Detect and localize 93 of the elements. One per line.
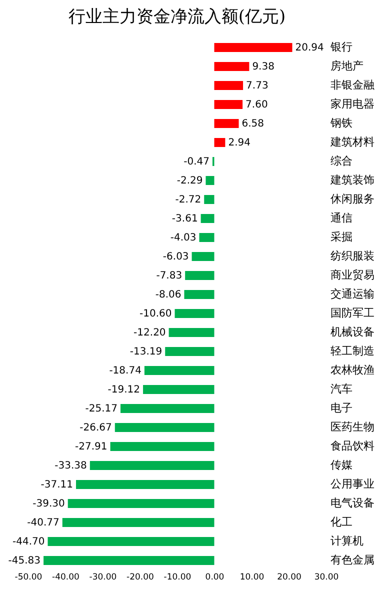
y-tick-label: 采掘 <box>330 230 352 244</box>
y-tick-label: 农林牧渔 <box>330 364 374 376</box>
data-label: 7.73 <box>246 80 268 92</box>
bar <box>184 290 214 299</box>
y-tick-label: 公用事业 <box>330 478 374 490</box>
data-label: 7.60 <box>246 100 268 110</box>
bar <box>168 328 214 337</box>
y-tick-label: 建筑装饰 <box>330 174 374 186</box>
bar <box>90 461 214 470</box>
bar <box>110 442 214 451</box>
y-tick-label: 商业贸易 <box>330 268 374 282</box>
data-label: -18.74 <box>109 366 142 376</box>
bar <box>76 480 214 489</box>
bar <box>185 271 214 280</box>
data-label: -26.67 <box>80 422 112 434</box>
data-label: 9.38 <box>252 62 274 72</box>
bar <box>214 100 243 109</box>
data-label: 20.94 <box>295 42 324 54</box>
x-tick-label: 10.00 <box>240 572 264 582</box>
x-tick-label: 0.00 <box>205 572 224 582</box>
data-label: -27.91 <box>75 442 108 452</box>
y-tick-label: 纺织服装 <box>330 250 374 262</box>
chart-title: 行业主力资金净流入额(亿元) <box>68 7 286 27</box>
data-label: -40.77 <box>27 518 60 528</box>
bar <box>62 518 214 527</box>
y-tick-label: 非银金融 <box>330 78 374 92</box>
y-tick-label: 房地产 <box>330 60 364 72</box>
bar <box>192 252 214 261</box>
bar <box>44 556 214 565</box>
data-label: -7.83 <box>156 270 182 282</box>
data-label: -25.17 <box>85 404 118 414</box>
data-label: -45.83 <box>8 556 41 566</box>
bar <box>204 195 214 204</box>
bar <box>214 62 250 71</box>
data-label: -2.29 <box>176 176 203 186</box>
y-tick-label: 传媒 <box>330 458 352 472</box>
y-tick-label: 电气设备 <box>330 496 374 510</box>
data-label: -12.20 <box>134 328 166 338</box>
data-label: -13.19 <box>130 346 162 358</box>
y-tick-label: 通信 <box>330 212 352 224</box>
data-label: -19.12 <box>108 384 140 396</box>
data-label: -0.47 <box>184 156 210 168</box>
y-tick-label: 休闲服务 <box>330 192 374 206</box>
data-label: -37.11 <box>40 480 74 490</box>
y-tick-label: 轻工制造 <box>330 344 374 358</box>
data-label: 6.58 <box>242 118 264 130</box>
data-label: -44.70 <box>12 536 45 548</box>
bar <box>114 423 214 432</box>
y-tick-label: 计算机 <box>330 534 364 548</box>
x-tick-label: -40.00 <box>52 572 80 582</box>
data-label: -6.03 <box>162 252 189 262</box>
x-tick-label: -10.00 <box>164 572 192 582</box>
x-tick-label: -50.00 <box>14 572 42 582</box>
bar <box>68 499 214 508</box>
y-tick-label: 机械设备 <box>330 326 374 338</box>
bar <box>174 309 214 318</box>
bar <box>199 233 214 242</box>
data-label: -33.38 <box>54 460 87 472</box>
bar <box>144 366 214 375</box>
data-label: -8.06 <box>155 290 182 300</box>
data-label: -3.61 <box>172 214 198 224</box>
y-tick-label: 综合 <box>330 154 352 168</box>
bar <box>200 214 214 223</box>
y-tick-label: 汽车 <box>330 382 352 396</box>
bar <box>214 43 292 52</box>
y-tick-label: 医药生物 <box>330 420 374 434</box>
y-tick-label: 有色金属 <box>330 554 374 566</box>
x-tick-label: 20.00 <box>277 572 302 582</box>
bar <box>165 347 214 356</box>
data-label: -39.30 <box>32 498 65 510</box>
y-tick-label: 建筑材料 <box>330 136 374 148</box>
data-label: 2.94 <box>228 138 250 148</box>
data-label: -10.60 <box>140 308 172 320</box>
y-tick-label: 银行 <box>330 40 352 54</box>
y-tick-label: 食品饮料 <box>330 440 374 452</box>
bar <box>214 119 239 128</box>
x-tick-label: -30.00 <box>89 572 117 582</box>
x-tick-label: -20.00 <box>126 572 154 582</box>
bar <box>48 537 214 546</box>
y-tick-label: 交通运输 <box>330 288 374 300</box>
y-tick-label: 化工 <box>330 516 352 528</box>
y-tick-label: 国防军工 <box>330 306 374 320</box>
bar <box>143 385 214 394</box>
y-tick-label: 电子 <box>330 402 352 414</box>
x-tick-label: 30.00 <box>314 572 339 582</box>
bar <box>120 404 214 413</box>
y-tick-label: 钢铁 <box>330 116 352 130</box>
data-label: -4.03 <box>170 232 196 244</box>
y-tick-label: 家用电器 <box>330 98 374 110</box>
bar <box>214 138 226 147</box>
bar <box>214 81 244 90</box>
data-label: -2.72 <box>175 194 202 206</box>
bar <box>206 176 214 185</box>
